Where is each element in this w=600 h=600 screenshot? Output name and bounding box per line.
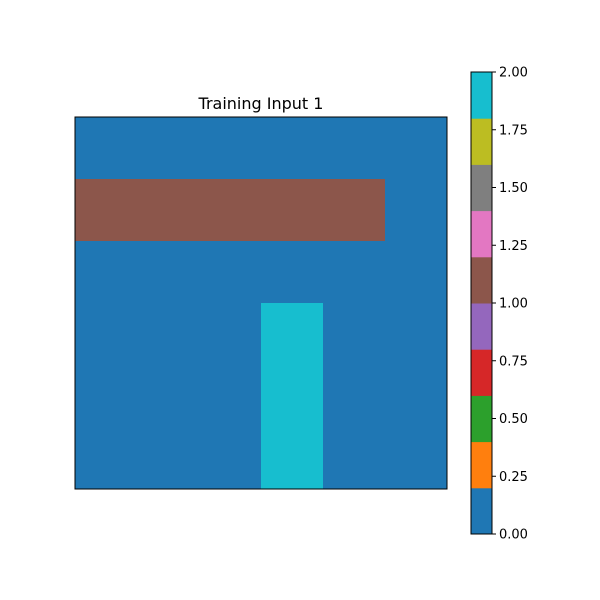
colorbar-segment-4 [471, 303, 492, 350]
colorbar-segment-7 [471, 164, 492, 212]
heatmap-cell-r5-c0 [75, 427, 138, 490]
heatmap-cell-r0-c0 [75, 117, 138, 180]
colorbar-segment-8 [471, 118, 492, 165]
heatmap-frame [74, 116, 448, 490]
colorbar-tick-label-3: 0.75 [499, 354, 528, 369]
heatmap-cell-r3-c3 [261, 303, 324, 366]
colorbar-segment-5 [471, 256, 492, 304]
heatmap-cell-r0-c4 [323, 117, 386, 180]
heatmap-cell-r3-c1 [137, 303, 200, 366]
heatmap-cell-r2-c4 [323, 241, 386, 304]
heatmap-cell-r1-c3 [261, 179, 324, 242]
heatmap-cell-r4-c4 [323, 365, 386, 428]
colorbar-segment-6 [471, 210, 492, 258]
colorbar-segment-3 [471, 349, 492, 396]
colorbar-segment-2 [471, 395, 492, 443]
heatmap-cell-r0-c3 [261, 117, 324, 180]
heatmap-cell-r3-c5 [385, 303, 448, 366]
colorbar-segment-9 [471, 72, 492, 119]
heatmap-cell-r4-c3 [261, 365, 324, 428]
colorbar-segment-1 [471, 441, 492, 489]
heatmap-cell-r0-c1 [137, 117, 200, 180]
heatmap-cell-r2-c2 [199, 241, 262, 304]
heatmap-cell-r3-c4 [323, 303, 386, 366]
colorbar-tick-label-4: 1.00 [499, 297, 528, 312]
heatmap-cell-r0-c2 [199, 117, 262, 180]
heatmap-cell-r4-c1 [137, 365, 200, 428]
heatmap-cell-r4-c5 [385, 365, 448, 428]
heatmap-cell-r4-c2 [199, 365, 262, 428]
colorbar-tick-label-0: 0.00 [499, 528, 528, 543]
heatmap [75, 117, 448, 490]
colorbar-tick-label-8: 2.00 [499, 66, 528, 81]
heatmap-cell-r2-c5 [385, 241, 448, 304]
heatmap-cell-r0-c5 [385, 117, 448, 180]
colorbar-tick-label-6: 1.50 [499, 181, 528, 196]
heatmap-cell-r1-c4 [323, 179, 386, 242]
heatmap-cell-r2-c3 [261, 241, 324, 304]
heatmap-cell-r1-c0 [75, 179, 138, 242]
chart-title: Training Input 1 [198, 94, 324, 113]
heatmap-cell-r2-c0 [75, 241, 138, 304]
colorbar: 0.00 0.25 0.50 0.75 1.00 1.25 1.50 1.75 2.00 [470, 66, 528, 543]
heatmap-cell-r5-c3 [261, 427, 324, 490]
heatmap-cell-r1-c2 [199, 179, 262, 242]
heatmap-cell-r2-c1 [137, 241, 200, 304]
heatmap-cell-r5-c5 [385, 427, 448, 490]
heatmap-cell-r5-c1 [137, 427, 200, 490]
colorbar-tick-label-1: 0.25 [499, 470, 528, 485]
heatmap-cell-r5-c2 [199, 427, 262, 490]
heatmap-cell-r1-c5 [385, 179, 448, 242]
heatmap-cell-r3-c2 [199, 303, 262, 366]
colorbar-tick-label-2: 0.50 [499, 412, 528, 427]
heatmap-cell-r1-c1 [137, 179, 200, 242]
colorbar-tick-label-7: 1.75 [499, 123, 528, 138]
heatmap-cell-r5-c4 [323, 427, 386, 490]
heatmap-cell-r4-c0 [75, 365, 138, 428]
colorbar-segment-0 [471, 487, 492, 535]
heatmap-cell-r3-c0 [75, 303, 138, 366]
colorbar-tick-label-5: 1.25 [499, 239, 528, 254]
